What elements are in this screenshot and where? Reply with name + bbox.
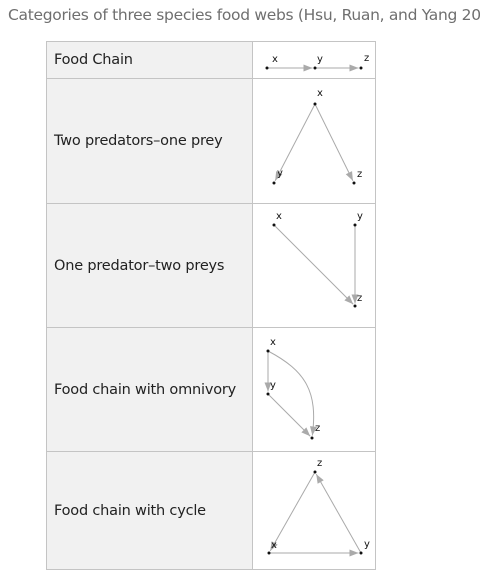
edge-arrowhead (345, 171, 353, 181)
node-label-y: y (357, 211, 363, 222)
edge-line (274, 103, 316, 182)
edge-line (273, 224, 354, 305)
node-z (352, 181, 356, 185)
node-x (272, 223, 276, 227)
edge-line (269, 471, 316, 552)
node-y (313, 66, 317, 70)
node-label-z: z (364, 53, 369, 64)
edge-arrowhead (270, 541, 278, 551)
edge-arrowhead (264, 382, 272, 392)
row-label: Food chain with omnivory (46, 327, 253, 452)
node-label-y: y (270, 380, 276, 391)
node-label-z: z (357, 293, 362, 304)
node-x (313, 102, 317, 106)
node-label-y: y (277, 168, 283, 179)
row-label: Two predators–one prey (46, 78, 253, 204)
node-z (353, 304, 357, 308)
node-label-y: y (364, 539, 370, 550)
node-y (272, 181, 276, 185)
graph-cell: x y z (252, 203, 376, 328)
table-row: Food chain with cycle x y z (46, 451, 376, 570)
edge-curve (267, 350, 315, 436)
food-web-graph: x y z (267, 458, 370, 557)
node-y (266, 392, 270, 396)
graph-cell: x y z (252, 327, 376, 452)
food-web-graph: x y z (264, 337, 320, 440)
node-x (266, 349, 270, 353)
table-row: One predator–two preys x y z (46, 203, 376, 328)
node-z (313, 470, 317, 474)
edge-line (314, 103, 354, 181)
node-label-x: x (272, 54, 278, 65)
table-row: Food Chain x y z (46, 41, 376, 79)
row-label: Food chain with cycle (46, 451, 253, 570)
node-z (310, 436, 314, 440)
edge-arrowhead (349, 549, 359, 557)
edge-line (315, 473, 362, 554)
node-label-x: x (270, 337, 276, 348)
edge-arrowhead (310, 426, 317, 436)
edge-arrowhead (275, 171, 283, 181)
node-label-x: x (317, 88, 323, 99)
node-z (359, 66, 363, 70)
edge-arrowhead (316, 474, 324, 484)
food-web-graph: x y z (272, 211, 363, 308)
graph-cell: x y z (252, 78, 376, 204)
food-web-table: Food Chain x y z Two predators–one prey x y… (46, 41, 376, 570)
edge-arrowhead (351, 294, 359, 304)
edge-arrowhead (344, 295, 354, 305)
graph-cell: x y z (252, 451, 376, 570)
node-x (265, 66, 269, 70)
node-label-z: z (317, 458, 322, 469)
food-web-graph: x y z (265, 53, 369, 72)
node-x (267, 551, 271, 555)
table-row: Food chain with omnivory x y z (46, 327, 376, 452)
node-label-x: x (276, 211, 282, 222)
edge-line (267, 393, 311, 437)
edge-arrowhead (301, 427, 311, 437)
table-caption: Categories of three species food webs (H… (8, 6, 480, 24)
edge-arrowhead (349, 64, 359, 72)
node-label-z: z (357, 169, 362, 180)
table-row: Two predators–one prey x y z (46, 78, 376, 204)
node-label-y: y (317, 54, 323, 65)
node-y (353, 223, 357, 227)
row-label: One predator–two preys (46, 203, 253, 328)
edge-arrowhead (303, 64, 313, 72)
node-label-x: x (271, 540, 277, 551)
node-label-z: z (315, 423, 320, 434)
node-y (359, 551, 363, 555)
graph-cell: x y z (252, 41, 376, 79)
row-label: Food Chain (46, 41, 253, 79)
food-web-graph: x y z (272, 88, 362, 185)
